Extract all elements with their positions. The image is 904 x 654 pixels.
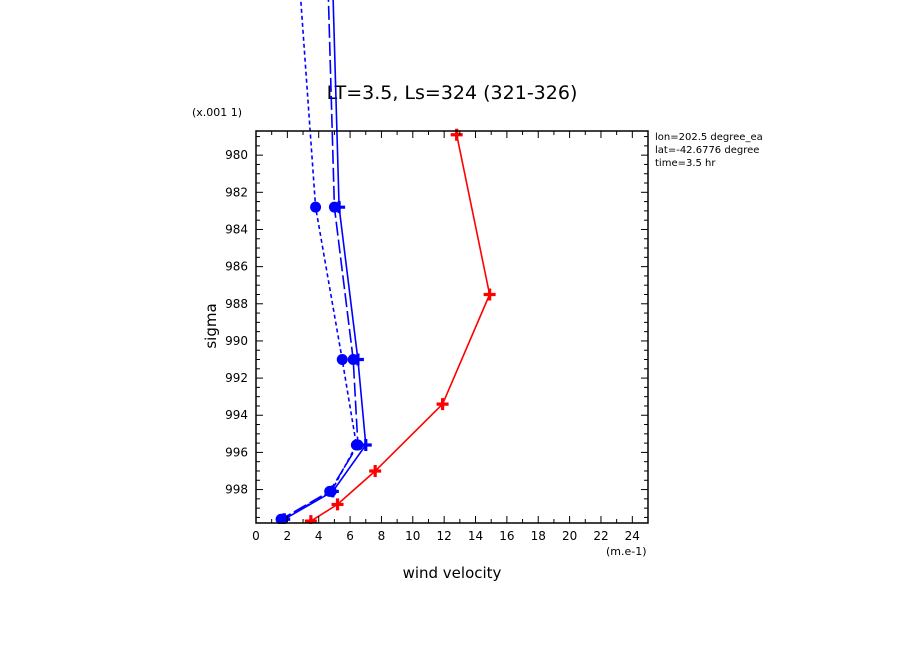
axis-layer: 0 2 4 6 8 10 12 14 16 18 20 22 249809829849869889909… <box>225 131 649 543</box>
series-1-point <box>304 515 317 524</box>
x-unit-label: (m.e-1) <box>606 545 647 558</box>
y-tick-label: 984 <box>225 222 248 236</box>
x-tick-label: 24 <box>625 529 640 543</box>
series-4-point <box>325 485 337 497</box>
y-tick-label: 994 <box>225 408 248 422</box>
series-4-point <box>350 439 362 451</box>
x-axis-label: wind velocity <box>403 564 502 582</box>
x-tick-label: 8 <box>378 529 386 543</box>
y-unit-label: (x.001 1) <box>192 106 242 119</box>
x-tick-label: 20 <box>562 529 577 543</box>
y-tick-label: 990 <box>225 334 248 348</box>
x-tick-label: 2 <box>284 529 292 543</box>
x-tick-label: 6 <box>346 529 354 543</box>
x-tick-label: 14 <box>468 529 483 543</box>
info-line-time: time=3.5 hr <box>655 158 716 169</box>
y-tick-label: 986 <box>225 260 248 274</box>
series-line-1 <box>310 134 491 522</box>
info-line-lat: lat=-42.6776 degree <box>655 145 759 156</box>
y-tick-label: 998 <box>225 483 248 497</box>
series-4-point <box>277 513 289 524</box>
x-tick-label: 0 <box>252 529 260 543</box>
x-tick-label: 22 <box>593 529 608 543</box>
y-tick-label: 996 <box>225 445 248 459</box>
series-1-point <box>483 288 496 301</box>
y-tick-label: 988 <box>225 297 248 311</box>
series-line-3 <box>280 0 359 520</box>
y-tick-label: 980 <box>225 148 248 162</box>
x-tick-label: 12 <box>437 529 452 543</box>
y-axis-label: sigma <box>202 303 220 348</box>
series-line-4 <box>282 0 358 520</box>
x-tick-label: 4 <box>315 529 323 543</box>
series-1-point <box>436 398 449 411</box>
series-3-point <box>347 354 359 366</box>
y-tick-label: 992 <box>225 371 248 385</box>
y-tick-label: 982 <box>225 185 248 199</box>
x-tick-label: 10 <box>405 529 420 543</box>
series-1-point <box>369 464 382 477</box>
series-4-point <box>336 354 348 366</box>
series-1-point <box>331 498 344 511</box>
x-tick-label: 16 <box>499 529 514 543</box>
plot-frame <box>255 130 649 524</box>
series-4-point <box>310 201 322 213</box>
info-line-lon: lon=202.5 degree_ea <box>655 132 763 143</box>
series-layer <box>275 0 496 524</box>
series-3-point <box>328 201 340 213</box>
x-tick-label: 18 <box>531 529 546 543</box>
chart-title: LT=3.5, Ls=324 (321-326) <box>327 82 578 104</box>
